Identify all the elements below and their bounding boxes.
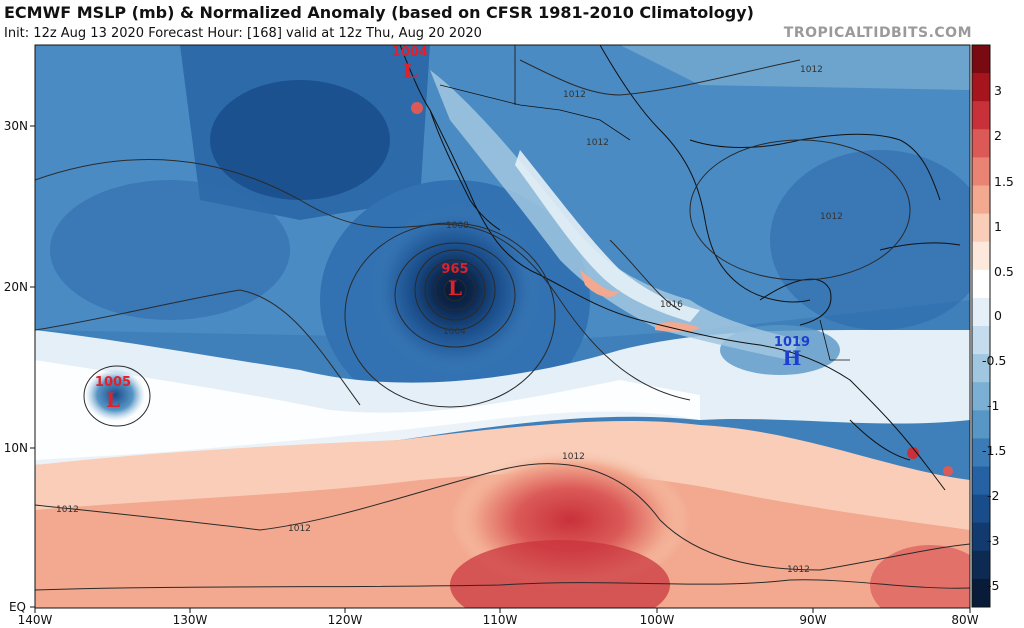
isobar-label: 1008: [446, 221, 469, 231]
lon-tick-label: 120W: [328, 613, 363, 627]
isobar-label: 1012: [56, 505, 79, 515]
colorbar-label: -1: [987, 398, 999, 413]
baja-low-letter: L: [403, 59, 417, 83]
lon-tick-label: 130W: [173, 613, 208, 627]
colorbar-segment: [972, 45, 990, 74]
colorbar-label: -2: [987, 488, 999, 503]
lon-tick-label: 90W: [799, 613, 826, 627]
colorbar-label: 2: [994, 128, 1002, 143]
colorbar-label: 1: [994, 219, 1002, 234]
chart-subtitle: Init: 12z Aug 13 2020 Forecast Hour: [16…: [4, 26, 482, 41]
colorbar-segment: [972, 326, 990, 355]
colorbar-label: -5: [987, 578, 999, 593]
borders: [439, 45, 850, 361]
colorbar-label: -0.5: [982, 353, 1006, 368]
west-low-value: 1005: [95, 375, 131, 390]
hurricane-low-letter: L: [448, 276, 462, 300]
colorbar-segment: [972, 73, 990, 102]
anomaly-field: [35, 45, 970, 608]
coastlines: [399, 45, 961, 491]
colorbar-segment: [972, 241, 990, 271]
colorbar-label: 0: [994, 308, 1002, 323]
colorbar-label: 0.5: [994, 264, 1014, 279]
colorbar-segment: [972, 466, 990, 496]
chart-title: ECMWF MSLP (mb) & Normalized Anomaly (ba…: [4, 3, 754, 22]
isobar-label: 1004: [443, 327, 466, 337]
colorbar-segment: [972, 550, 990, 580]
isobar-label: 1012: [586, 138, 609, 148]
lat-tick-label: EQ: [9, 600, 26, 614]
colorbar-segment: [972, 578, 990, 608]
hurricane-low-value: 965: [441, 262, 468, 277]
lon-tick-label: 100W: [640, 613, 675, 627]
isobar-label: 1012: [800, 65, 823, 75]
isobar-label: 1012: [562, 452, 585, 462]
lat-tick-label: 10N: [4, 441, 28, 455]
lat-tick-label: 20N: [4, 280, 28, 294]
colorbar-label: -3: [987, 533, 999, 548]
colorbar-segment: [972, 269, 990, 299]
colorbar-segment: [972, 354, 990, 383]
colorbar-segment: [972, 213, 990, 243]
colorbar-segment: [972, 157, 990, 186]
colorbar-label: -1.5: [982, 443, 1006, 458]
baja-low-value: 1004: [392, 45, 428, 60]
lat-tick-label: 30N: [4, 119, 28, 133]
lat-axis: 30N 20N 10N EQ: [4, 119, 35, 614]
colorbar-segment: [972, 494, 990, 524]
isobar-label: 1016: [660, 300, 683, 310]
isobar-label: 1012: [288, 524, 311, 534]
isobar-label: 1012: [563, 90, 586, 100]
colorbar-segment: [972, 101, 990, 130]
colorbar-segment: [972, 522, 990, 552]
pressure-systems: 965 L 1004 L 1005 L 1019 H: [95, 45, 810, 412]
colorbar-segment: [972, 297, 990, 327]
colorbar: [971, 44, 991, 608]
colorbar-segment: [972, 438, 990, 467]
colorbar-segment: [972, 129, 990, 158]
isobar-labels: 1012 1012 1012 1008 1004 1012 1012 1012 …: [56, 65, 843, 575]
colorbar-label: 3: [994, 83, 1002, 98]
brand-watermark: TROPICALTIDBITS.COM: [783, 25, 972, 41]
lon-axis: 140W 130W 120W 110W 100W 90W 80W: [18, 608, 979, 627]
map-frame: [34, 44, 971, 609]
colorbar-label: 1.5: [994, 174, 1014, 189]
west-low-letter: L: [106, 388, 120, 412]
lon-tick-label: 140W: [18, 613, 53, 627]
colorbar-labels: 3 2 1.5 1 0.5 0 -0.5 -1 -1.5 -2 -3 -5: [982, 83, 1014, 593]
isobar-label: 1012: [787, 565, 810, 575]
central-america-high-value: 1019: [774, 335, 810, 350]
central-america-high-letter: H: [783, 346, 802, 370]
colorbar-segment: [972, 185, 990, 215]
colorbar-segment: [972, 410, 990, 439]
colorbar-frame: [971, 44, 991, 608]
isobars: [35, 59, 970, 591]
lon-tick-label: 110W: [483, 613, 518, 627]
colorbar-segment: [972, 382, 990, 411]
lon-tick-label: 80W: [951, 613, 978, 627]
isobar-label: 1012: [820, 212, 843, 222]
